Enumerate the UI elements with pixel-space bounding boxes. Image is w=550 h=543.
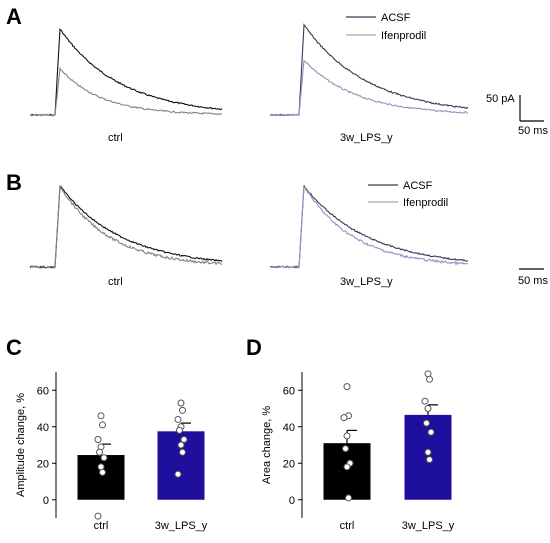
legend-b-acsf-label: ACSF — [403, 180, 433, 192]
chart-d-point — [426, 456, 433, 464]
chart-d-y-tick-label: 60 — [283, 385, 295, 397]
chart-d-y-tick-label: 20 — [283, 458, 295, 470]
panel-b-traces — [29, 185, 469, 270]
chart-d-bar-0 — [323, 443, 371, 500]
chart-d-point — [426, 375, 433, 383]
trace-a-lps-acsf — [269, 23, 469, 117]
trace-a-ctrl-acsf — [29, 28, 223, 117]
trace-b-ctrl-ifenprodil — [29, 185, 223, 269]
chart-d-point — [342, 445, 349, 453]
scalebar-b-time-label: 50 ms — [518, 275, 548, 287]
scalebar-a-amplitude-label: 50 pA — [486, 93, 515, 105]
legend-a: ACSF Ifenprodil — [346, 12, 426, 42]
chart-d-point — [424, 448, 432, 456]
chart-c-point — [179, 406, 186, 414]
panel-label-d: D — [246, 335, 262, 360]
group-label-b-lps: 3w_LPS_y — [340, 276, 393, 288]
chart-c-y-tick-label: 20 — [37, 458, 49, 470]
panel-label-a: A — [6, 4, 22, 29]
trace-a-lps-ifenprodil — [269, 59, 469, 117]
scalebar-b: 50 ms — [518, 268, 548, 287]
legend-a-ifen-label: Ifenprodil — [381, 30, 426, 42]
chart-c-point — [174, 470, 182, 478]
chart-d-point — [427, 428, 435, 436]
trace-b-ctrl-acsf — [29, 185, 223, 269]
chart-d-y-tick-label: 0 — [289, 495, 295, 507]
group-label-a-lps: 3w_LPS_y — [340, 132, 393, 144]
legend-a-acsf-label: ACSF — [381, 12, 411, 24]
chart-d-point — [343, 383, 351, 391]
chart-c-point — [99, 468, 106, 476]
chart-c-y-tick-label: 0 — [43, 495, 49, 507]
chart-c-category-label-0: ctrl — [94, 520, 109, 532]
chart-d-point — [343, 432, 351, 440]
chart-c-category-label-1: 3w_LPS_y — [155, 520, 208, 532]
chart-c-point — [100, 454, 108, 462]
chart-d-category-label-0: ctrl — [340, 520, 355, 532]
trace-b-lps-ifenprodil — [269, 186, 469, 270]
chart-c-amplitude: 0 20 40 60 Amplitude change, % ctrl 3w_LPS_y — [15, 372, 208, 532]
chart-c-point — [94, 436, 102, 444]
chart-c-y-tick-label: 40 — [37, 422, 49, 434]
chart-c-point — [97, 412, 105, 420]
group-label-b-ctrl: ctrl — [108, 276, 123, 288]
group-label-a-ctrl: ctrl — [108, 132, 123, 144]
chart-c-point — [94, 512, 102, 520]
legend-b-ifen-label: Ifenprodil — [403, 197, 448, 209]
panel-label-c: C — [6, 335, 22, 360]
chart-d-point — [421, 397, 429, 405]
panel-a-traces — [29, 23, 469, 117]
chart-c-point — [99, 421, 106, 429]
chart-d-point — [423, 419, 430, 427]
chart-c-point — [180, 436, 188, 444]
chart-c-point — [179, 448, 186, 456]
panel-label-b: B — [6, 170, 22, 195]
chart-d-y-tick-label: 40 — [283, 422, 295, 434]
chart-d-point — [343, 463, 351, 471]
chart-c-point — [177, 441, 185, 449]
chart-c-y-axis-label: Amplitude change, % — [15, 393, 27, 497]
chart-d-point — [345, 494, 352, 502]
chart-d-area: 0 20 40 60 Area change, % ctrl 3w_LPS_y — [261, 370, 455, 532]
chart-c-y-tick-label: 60 — [37, 385, 49, 397]
chart-c-point — [177, 399, 185, 407]
trace-a-ctrl-ifenprodil — [29, 66, 223, 117]
chart-d-point — [424, 405, 432, 412]
chart-d-category-label-1: 3w_LPS_y — [402, 520, 455, 532]
scalebar-a: 50 pA 50 ms — [486, 93, 548, 137]
scalebar-a-time-label: 50 ms — [518, 125, 548, 137]
chart-c-bar-0 — [77, 455, 125, 500]
chart-c-point — [176, 426, 183, 434]
chart-d-y-axis-label: Area change, % — [261, 406, 273, 484]
chart-c-point — [96, 448, 103, 456]
legend-b: ACSF Ifenprodil — [368, 180, 448, 209]
chart-d-point — [340, 414, 348, 422]
chart-c-point — [174, 415, 182, 423]
